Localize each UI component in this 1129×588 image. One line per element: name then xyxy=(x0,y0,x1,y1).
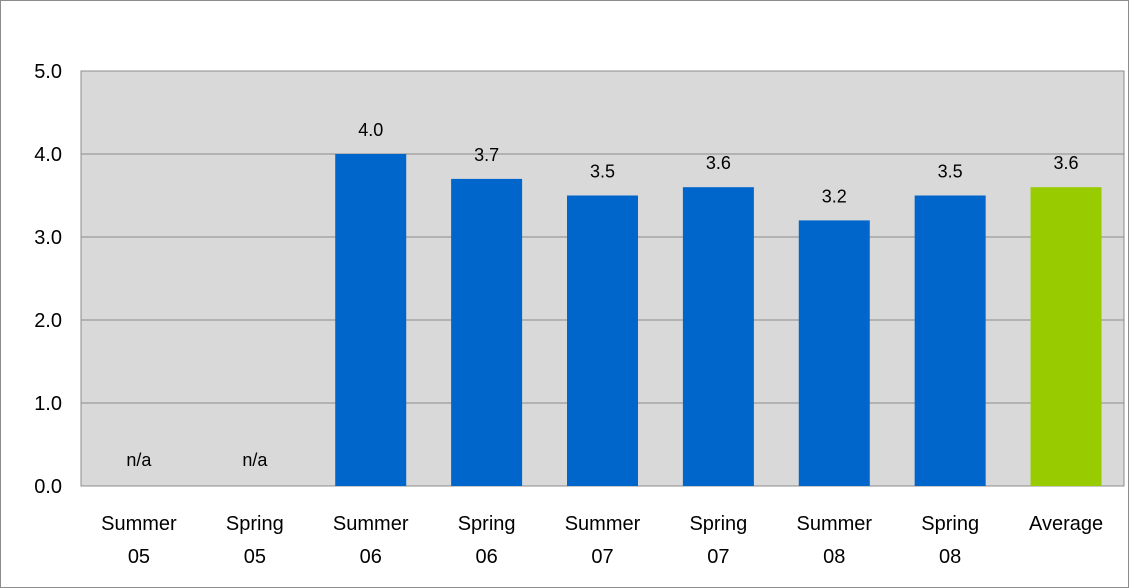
bar xyxy=(451,178,523,486)
bar xyxy=(682,187,754,486)
y-tick-label: 0.0 xyxy=(34,476,62,498)
data-label: 3.7 xyxy=(474,145,499,165)
y-tick-label: 3.0 xyxy=(34,227,62,249)
average-bar xyxy=(1030,187,1102,486)
x-tick-label: Average xyxy=(1029,513,1103,535)
bar xyxy=(914,195,986,486)
x-tick-label: 06 xyxy=(360,546,382,568)
data-label: 3.2 xyxy=(822,186,847,206)
x-tick-label: Spring xyxy=(921,513,979,535)
x-tick-label: 07 xyxy=(707,546,729,568)
bar xyxy=(798,220,870,486)
data-label: 4.0 xyxy=(358,120,383,140)
data-label: n/a xyxy=(242,450,268,470)
x-tick-label: 05 xyxy=(244,546,266,568)
x-tick-label: Spring xyxy=(226,513,284,535)
x-tick-label: Spring xyxy=(689,513,747,535)
y-tick-label: 2.0 xyxy=(34,310,62,332)
x-tick-label: 07 xyxy=(591,546,613,568)
data-label: 3.6 xyxy=(1054,153,1079,173)
x-tick-label: Summer xyxy=(333,513,409,535)
data-label: 3.5 xyxy=(938,162,963,182)
x-tick-label: 05 xyxy=(128,546,150,568)
x-tick-label: Summer xyxy=(101,513,177,535)
x-tick-label: Spring xyxy=(458,513,516,535)
x-tick-label: Summer xyxy=(796,513,872,535)
data-label: 3.5 xyxy=(590,162,615,182)
bar xyxy=(567,195,638,486)
x-tick-label: 06 xyxy=(475,546,497,568)
data-label: 3.6 xyxy=(706,153,731,173)
x-tick-label: 08 xyxy=(939,546,961,568)
x-tick-label: Summer xyxy=(565,513,641,535)
y-tick-label: 5.0 xyxy=(34,61,62,83)
y-tick-label: 4.0 xyxy=(34,144,62,166)
y-tick-label: 1.0 xyxy=(34,393,62,415)
bar xyxy=(335,154,407,486)
data-label: n/a xyxy=(126,450,152,470)
x-tick-label: 08 xyxy=(823,546,845,568)
